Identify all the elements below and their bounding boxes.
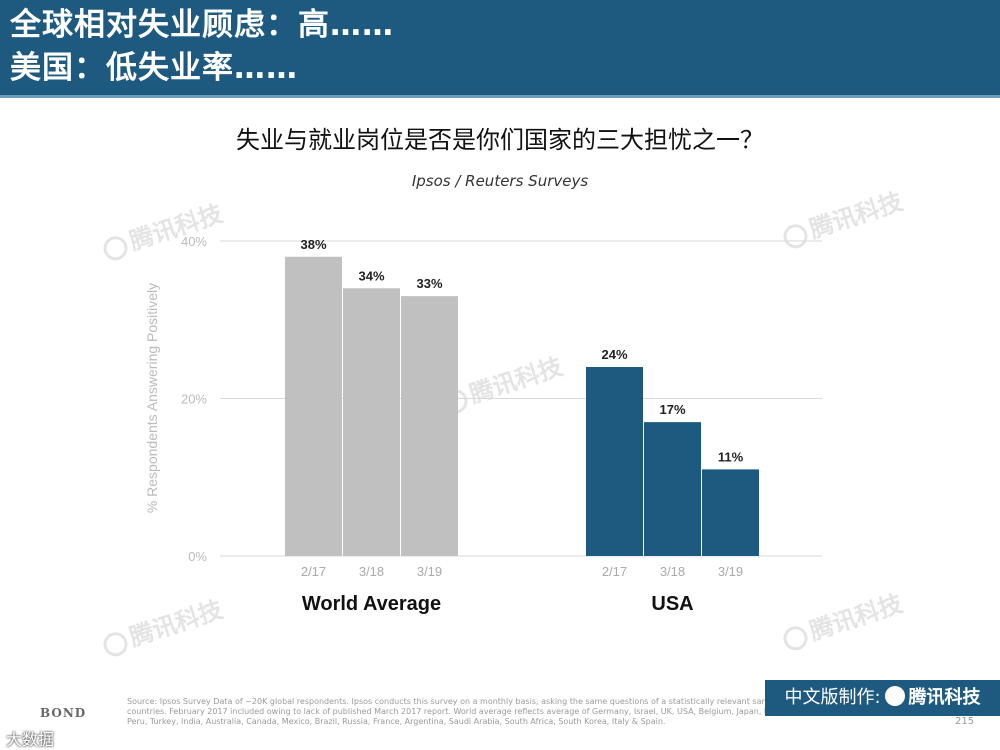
header-divider (0, 95, 1000, 98)
bar (285, 256, 342, 556)
x-tick-label: 3/18 (359, 564, 384, 579)
tencent-logo-icon (884, 686, 905, 706)
data-label: 24% (601, 347, 627, 362)
x-tick-label: 3/19 (718, 564, 743, 579)
y-axis-label: % Respondents Answering Positively (144, 283, 160, 513)
y-tick-label: 0% (188, 549, 207, 564)
bar (586, 367, 643, 556)
x-tick-label: 3/19 (417, 564, 442, 579)
data-label: 34% (358, 268, 384, 283)
bar (644, 422, 701, 556)
data-label: 33% (416, 276, 442, 291)
slide-header: 全球相对失业顾虑：高…… 美国：低失业率…… (0, 0, 1000, 95)
chart-subtitle: Ipsos / Reuters Surveys (411, 172, 589, 190)
slide-title-line2: 美国：低失业率…… (10, 50, 298, 86)
slide-title-line1: 全球相对失业顾虑：高…… (10, 7, 394, 43)
y-tick-label: 20% (181, 392, 207, 407)
bond-logo: BOND (40, 706, 87, 720)
bar (702, 469, 759, 556)
corner-watermark: 大数据 (6, 730, 55, 749)
x-tick-label: 3/18 (660, 564, 685, 579)
chart-title: 失业与就业岗位是否是你们国家的三大担忧之一？ (236, 126, 764, 154)
x-tick-label: 2/17 (301, 564, 326, 579)
bar (401, 296, 458, 556)
y-tick-label: 40% (181, 234, 207, 249)
data-label: 38% (300, 237, 326, 252)
data-label: 17% (659, 402, 685, 417)
producer-brand: 腾讯科技 (908, 687, 981, 708)
group-label: USA (651, 593, 693, 615)
source-note: Source: Ipsos Survey Data of ~20K global… (127, 697, 905, 726)
producer-badge: 中文版制作: 腾讯科技 (765, 680, 1000, 716)
producer-prefix: 中文版制作: (784, 687, 881, 708)
page-number: 215 (955, 716, 975, 727)
group-label: World Average (302, 593, 441, 615)
x-tick-label: 2/17 (602, 564, 627, 579)
bar (343, 288, 400, 556)
data-label: 11% (718, 449, 744, 464)
